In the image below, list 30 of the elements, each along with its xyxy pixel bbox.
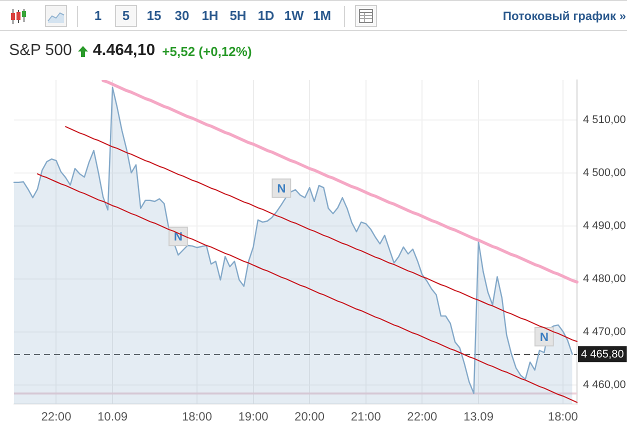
text: 1 — [93, 7, 103, 25]
y-tick-label: 4 480,00 — [583, 272, 626, 285]
text: 1D — [256, 7, 276, 25]
x-tick-label: 22:00 — [407, 410, 438, 424]
chart-title: S&P 500 — [9, 42, 72, 60]
text: N — [540, 330, 548, 344]
y-tick-label: 4 500,00 — [583, 166, 626, 179]
y-tick-label: 4 490,00 — [583, 220, 626, 232]
x-tick-label: 18:00 — [548, 410, 578, 424]
ref-line-label: 4 465,80 — [581, 348, 624, 361]
y-tick-label: 4 470,00 — [583, 326, 626, 338]
chart-subtitle: 4.464,10 +5,52 (+0,12%) — [92, 42, 252, 60]
text: 1W — [283, 7, 305, 25]
text: Потоковый график » — [502, 9, 626, 23]
text: 30 — [174, 7, 190, 25]
y-tick-label: 4 460,00 — [583, 378, 626, 391]
x-tick-label: 18:00 — [182, 410, 212, 424]
text: 1H — [200, 7, 220, 25]
x-tick-label: 10.09 — [98, 410, 128, 424]
series-label: N — [174, 230, 183, 244]
x-tick-label: 19:00 — [238, 410, 269, 424]
text: 1M — [312, 7, 332, 25]
text: 5H — [228, 7, 248, 25]
x-tick-label: 21:00 — [350, 410, 382, 424]
x-tick-label: 20:00 — [294, 410, 325, 424]
text: 15 — [146, 7, 162, 25]
x-tick-label: 13.09 — [463, 410, 494, 424]
text: N — [277, 181, 286, 196]
y-tick-label: 4 510,00 — [583, 114, 626, 126]
x-tick-label: 22:00 — [41, 410, 72, 424]
